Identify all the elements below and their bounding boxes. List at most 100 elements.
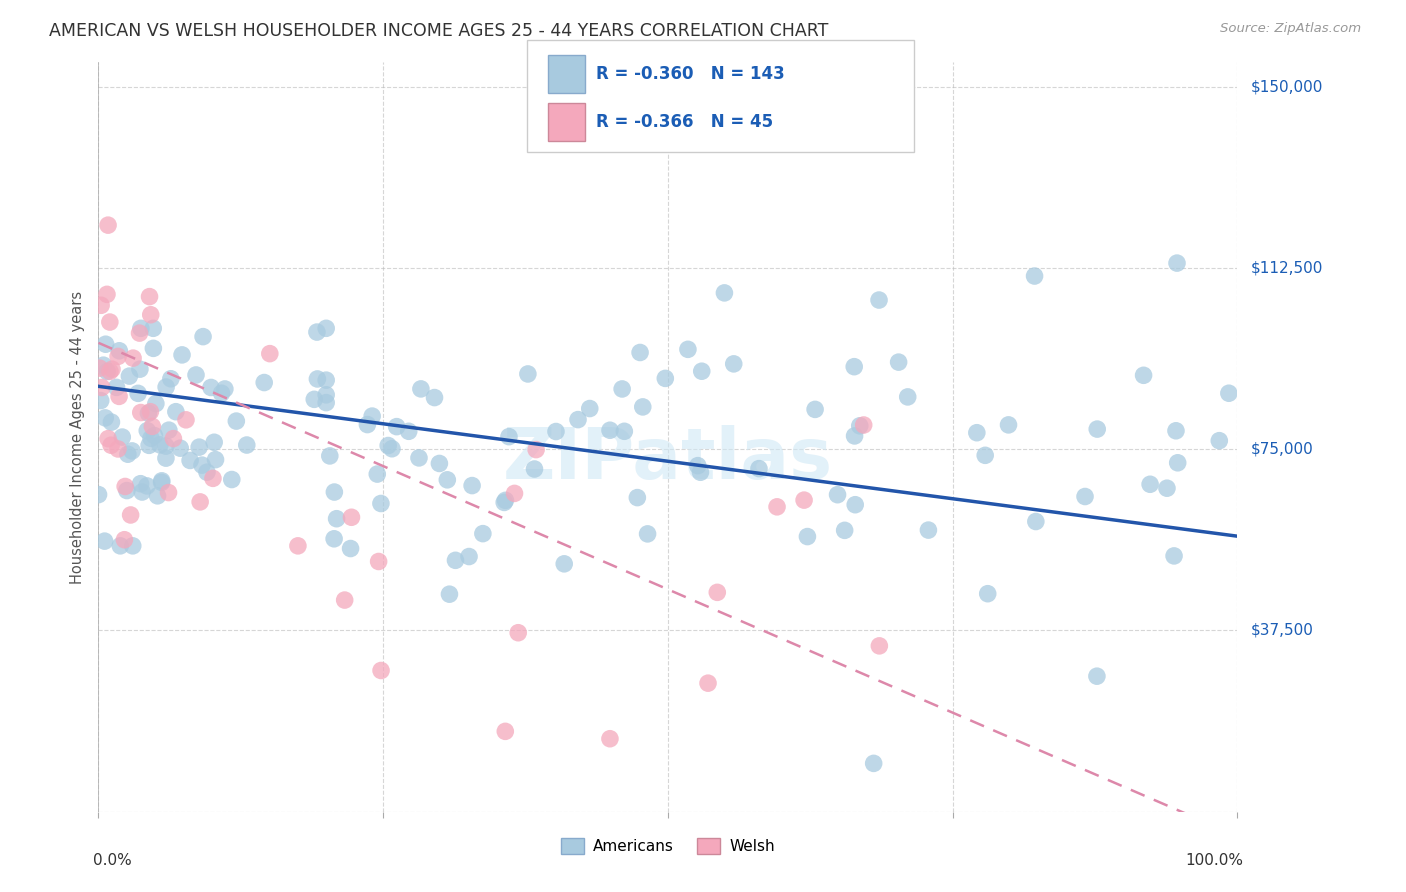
Point: [179, 453, 201, 467]
Point: [89, 361, 111, 376]
Point: [1025, 515, 1047, 529]
Point: [503, 486, 526, 500]
Point: [323, 532, 346, 546]
Point: [377, 438, 399, 452]
Point: [844, 498, 866, 512]
Point: [221, 473, 243, 487]
Point: [101, 362, 124, 376]
Point: [713, 285, 735, 300]
Point: [524, 442, 547, 457]
Point: [1156, 481, 1178, 495]
Point: [340, 510, 363, 524]
Point: [325, 512, 347, 526]
Point: [461, 478, 484, 492]
Point: [139, 405, 162, 419]
Legend: Americans, Welsh: Americans, Welsh: [555, 832, 780, 860]
Point: [997, 417, 1019, 432]
Point: [97, 432, 120, 446]
Point: [93, 534, 115, 549]
Point: [1208, 434, 1230, 448]
Point: [315, 388, 337, 402]
Point: [516, 367, 538, 381]
Point: [169, 441, 191, 455]
Point: [165, 405, 187, 419]
Text: $150,000: $150,000: [1251, 79, 1323, 95]
Point: [862, 756, 884, 771]
Point: [150, 474, 173, 488]
Point: [1085, 422, 1108, 436]
Point: [127, 386, 149, 401]
Point: [201, 471, 224, 485]
Point: [567, 412, 589, 426]
Point: [155, 451, 177, 466]
Point: [138, 406, 160, 420]
Point: [129, 405, 152, 419]
Point: [370, 496, 392, 510]
Point: [315, 373, 337, 387]
Point: [366, 467, 388, 481]
Point: [142, 342, 165, 356]
Point: [142, 321, 165, 335]
Point: [155, 439, 177, 453]
Point: [141, 419, 163, 434]
Point: [162, 432, 184, 446]
Point: [100, 415, 122, 429]
Point: [852, 417, 875, 432]
Point: [458, 549, 481, 564]
Point: [155, 380, 177, 394]
Point: [966, 425, 988, 440]
Point: [118, 369, 141, 384]
Point: [578, 401, 600, 416]
Point: [367, 554, 389, 568]
Point: [398, 425, 420, 439]
Point: [145, 396, 167, 410]
Point: [129, 362, 152, 376]
Point: [1218, 386, 1240, 401]
Point: [706, 585, 728, 599]
Point: [129, 321, 152, 335]
Point: [259, 346, 281, 360]
Point: [1085, 669, 1108, 683]
Point: [188, 440, 211, 454]
Point: [1132, 368, 1154, 383]
Point: [139, 308, 162, 322]
Point: [766, 500, 789, 514]
Point: [108, 343, 131, 358]
Point: [211, 386, 233, 401]
Point: [356, 417, 378, 432]
Point: [429, 457, 451, 471]
Point: [408, 450, 430, 465]
Point: [115, 483, 138, 498]
Point: [90, 393, 112, 408]
Point: [120, 508, 142, 522]
Point: [136, 479, 159, 493]
Point: [143, 428, 166, 442]
Point: [122, 351, 145, 365]
Point: [114, 479, 136, 493]
Point: [1139, 477, 1161, 491]
Point: [796, 530, 818, 544]
Point: [553, 557, 575, 571]
Point: [94, 410, 117, 425]
Point: [146, 489, 169, 503]
Point: [868, 293, 890, 307]
Point: [97, 218, 120, 232]
Point: [138, 290, 160, 304]
Point: [868, 639, 890, 653]
Point: [689, 465, 711, 479]
Point: [287, 539, 309, 553]
Point: [90, 298, 112, 312]
Point: [94, 337, 117, 351]
Point: [844, 359, 866, 374]
Point: [804, 402, 827, 417]
Point: [98, 364, 121, 378]
Point: [128, 326, 150, 340]
Point: [110, 539, 132, 553]
Point: [610, 382, 633, 396]
Point: [471, 526, 494, 541]
Point: [100, 438, 122, 452]
Point: [613, 425, 636, 439]
Point: [121, 539, 143, 553]
Point: [319, 449, 342, 463]
Point: [96, 364, 118, 378]
